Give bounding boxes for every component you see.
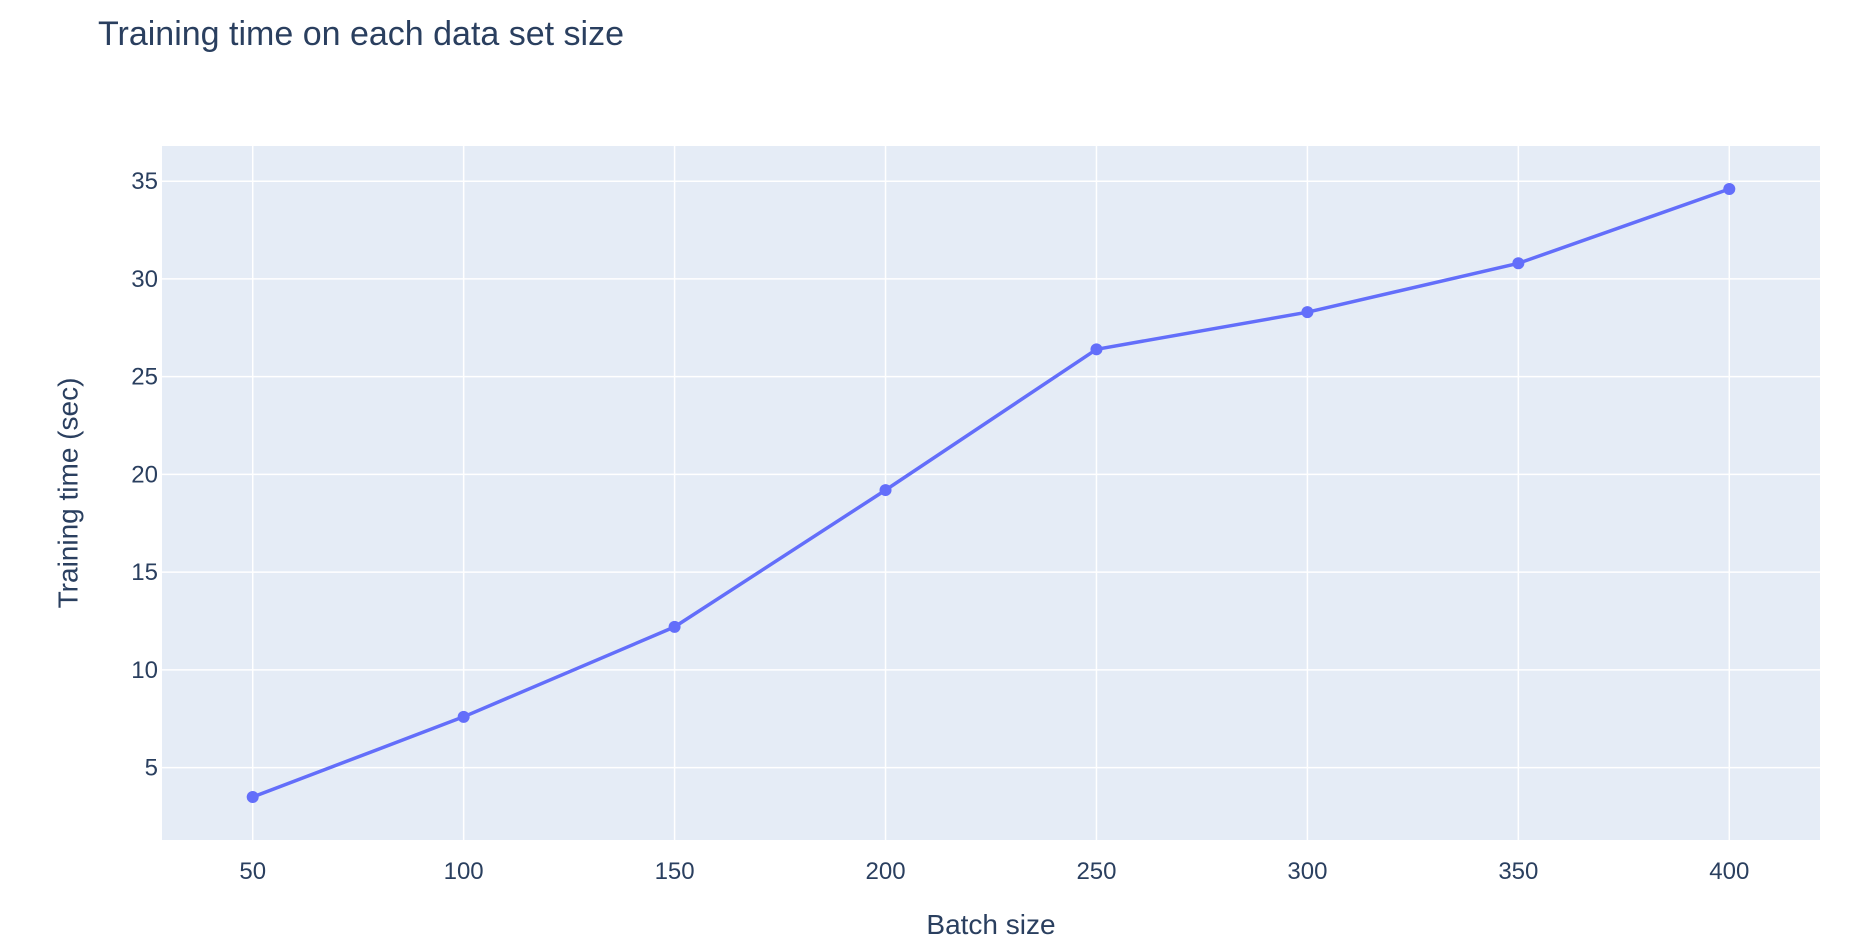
series-points bbox=[246, 183, 1736, 803]
x-tick-label: 100 bbox=[444, 858, 484, 885]
data-point bbox=[1512, 257, 1525, 270]
y-axis-ticks: 5 10 15 20 25 30 35 bbox=[131, 168, 158, 781]
x-gridlines bbox=[251, 146, 1731, 840]
y-tick-label: 25 bbox=[131, 364, 158, 391]
x-tick-label: 350 bbox=[1498, 858, 1538, 885]
x-axis-ticks: 50 100 150 200 250 300 350 400 bbox=[239, 858, 1749, 885]
x-axis-title: Batch size bbox=[926, 909, 1055, 936]
data-point bbox=[668, 620, 681, 633]
y-gridlines bbox=[162, 180, 1820, 769]
x-tick-label: 300 bbox=[1287, 858, 1327, 885]
x-tick-label: 400 bbox=[1709, 858, 1749, 885]
y-tick-label: 10 bbox=[131, 657, 158, 684]
y-axis-title: Training time (sec) bbox=[52, 378, 83, 609]
data-point bbox=[1301, 306, 1314, 319]
y-tick-label: 35 bbox=[131, 168, 158, 195]
x-tick-label: 250 bbox=[1076, 858, 1116, 885]
y-tick-label: 15 bbox=[131, 559, 158, 586]
chart-title: Training time on each data set size bbox=[98, 15, 624, 53]
data-point bbox=[246, 790, 259, 803]
data-point bbox=[457, 710, 470, 723]
y-tick-label: 30 bbox=[131, 266, 158, 293]
y-tick-label: 5 bbox=[145, 755, 158, 782]
series-line bbox=[252, 187, 1730, 799]
x-tick-label: 50 bbox=[239, 858, 266, 885]
data-point bbox=[1723, 183, 1736, 196]
data-point bbox=[879, 484, 892, 497]
x-tick-label: 150 bbox=[655, 858, 695, 885]
plot-area bbox=[162, 146, 1820, 840]
data-point bbox=[1090, 343, 1103, 356]
x-tick-label: 200 bbox=[866, 858, 906, 885]
y-tick-label: 20 bbox=[131, 461, 158, 488]
